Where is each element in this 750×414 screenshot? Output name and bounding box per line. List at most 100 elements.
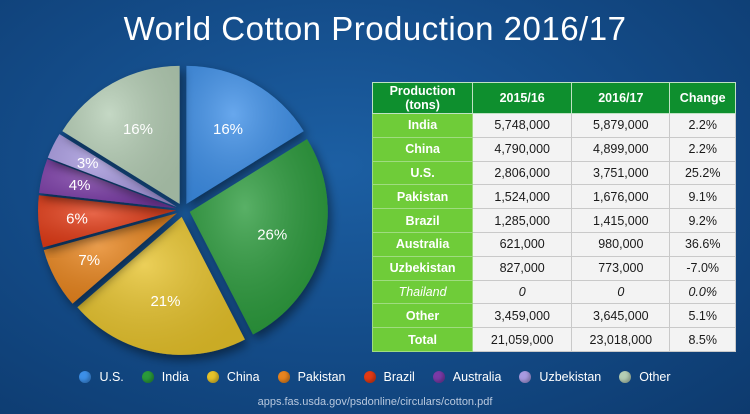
legend: U.S. India China Pakistan Brazil Australia Uzb… — [0, 370, 750, 384]
table-row: Uzbekistan 827,000 773,000 -7.0% — [371, 255, 736, 281]
cell-2016-17: 773,000 — [571, 255, 671, 281]
header-2015-16: 2015/16 — [472, 82, 573, 114]
cell-2015-16: 5,748,000 — [472, 113, 573, 138]
pie-slice-sheen — [43, 213, 177, 304]
cell-change: 0.0% — [669, 279, 736, 305]
cell-country: U.S. — [371, 160, 474, 186]
legend-label: Australia — [452, 370, 502, 384]
legend-label: Other — [639, 370, 671, 384]
production-table: Production (tons) 2015/16 2016/17 Change … — [371, 82, 736, 352]
table-row: China 4,790,000 4,899,000 2.2% — [371, 136, 736, 162]
pie-label-brazil: 6% — [66, 210, 88, 227]
legend-label: Pakistan — [297, 370, 346, 384]
legend-item: Australia — [432, 370, 502, 384]
header-2016-17: 2016/17 — [571, 82, 671, 114]
cell-country: Thailand — [371, 279, 474, 305]
table-row: U.S. 2,806,000 3,751,000 25.2% — [371, 160, 736, 186]
cell-2016-17: 0 — [571, 279, 671, 305]
legend-item: Other — [619, 370, 671, 384]
legend-label: U.S. — [99, 370, 124, 384]
cell-2015-16: 2,806,000 — [472, 160, 573, 186]
pie-slice-sheen — [77, 216, 245, 355]
pie-slice-sheen — [186, 65, 304, 204]
table-row: Other 3,459,000 3,645,000 5.1% — [371, 303, 736, 329]
legend-swatch — [206, 371, 219, 383]
cell-change: 8.5% — [669, 327, 736, 352]
cell-change: 9.2% — [669, 208, 736, 233]
cell-country: Brazil — [371, 208, 474, 233]
cell-change: -7.0% — [669, 255, 736, 281]
cell-country: Pakistan — [371, 184, 474, 210]
cell-country: India — [371, 113, 474, 138]
pie-label-other: 16% — [123, 121, 153, 138]
legend-label: Uzbekistan — [539, 370, 602, 384]
cell-change: 5.1% — [669, 303, 736, 329]
cell-change: 25.2% — [669, 160, 736, 186]
legend-swatch — [79, 371, 92, 383]
legend-swatch — [277, 371, 290, 383]
pie-label-china: 21% — [150, 293, 180, 310]
source-text: apps.fas.usda.gov/psdonline/circulars/co… — [257, 396, 493, 408]
legend-swatch — [432, 371, 445, 383]
cell-2015-16: 3,459,000 — [472, 303, 573, 329]
pie-slice-sheen — [39, 159, 177, 209]
cell-country: Total — [371, 327, 474, 352]
header-change: Change — [669, 82, 736, 114]
cell-change: 2.2% — [669, 136, 736, 162]
cell-change: 9.1% — [669, 184, 736, 210]
pie-label-us: 16% — [213, 121, 243, 138]
legend-item: U.S. — [79, 370, 124, 384]
cell-2016-17: 3,645,000 — [571, 303, 671, 329]
cell-country: Uzbekistan — [371, 255, 474, 281]
legend-item: India — [141, 370, 189, 384]
table-row: Australia 621,000 980,000 36.6% — [371, 231, 736, 257]
legend-label: Brazil — [383, 370, 415, 384]
pie-chart: 16% 26% 21% 7% 6% 4% 3% 16% — [38, 65, 328, 355]
cell-2016-17: 1,676,000 — [571, 184, 671, 210]
legend-swatch — [141, 371, 154, 383]
pie-slice-sheen — [47, 134, 177, 207]
cell-2016-17: 1,415,000 — [571, 208, 671, 233]
cell-2016-17: 23,018,000 — [571, 327, 671, 352]
cell-country: China — [371, 136, 474, 162]
legend-swatch — [363, 371, 376, 383]
table-row: Thailand 0 0 0.0% — [371, 279, 736, 305]
cell-2016-17: 5,879,000 — [571, 113, 671, 138]
pie-slice-sheen — [62, 65, 180, 204]
legend-item: China — [206, 370, 260, 384]
cell-change: 2.2% — [669, 113, 736, 138]
legend-item: Brazil — [363, 370, 415, 384]
cell-2015-16: 0 — [472, 279, 573, 305]
cell-2016-17: 980,000 — [571, 231, 671, 257]
cell-country: Other — [371, 303, 474, 329]
legend-swatch — [619, 371, 632, 383]
cell-2015-16: 4,790,000 — [472, 136, 573, 162]
legend-item: Pakistan — [277, 370, 346, 384]
chart-title: World Cotton Production 2016/17 — [123, 10, 627, 47]
legend-label: India — [161, 370, 189, 384]
table-row: Total 21,059,000 23,018,000 8.5% — [371, 327, 736, 352]
pie-label-pakistan: 7% — [78, 252, 100, 269]
cell-2015-16: 1,524,000 — [472, 184, 573, 210]
pie-label-uzbekistan: 3% — [77, 155, 99, 172]
cell-change: 36.6% — [669, 231, 736, 257]
cell-2015-16: 1,285,000 — [472, 208, 573, 233]
header-production: Production (tons) — [371, 82, 474, 114]
cell-2015-16: 621,000 — [472, 231, 573, 257]
legend-swatch — [519, 371, 532, 383]
pie-slice-sheen — [38, 195, 177, 248]
table-row: Pakistan 1,524,000 1,676,000 9.1% — [371, 184, 736, 210]
legend-label: China — [226, 370, 260, 384]
pie-label-india: 26% — [257, 227, 287, 244]
pie-slice-sheen — [189, 139, 328, 335]
table-row: Brazil 1,285,000 1,415,000 9.2% — [371, 208, 736, 233]
cell-2016-17: 3,751,000 — [571, 160, 671, 186]
cell-country: Australia — [371, 231, 474, 257]
cell-2016-17: 4,899,000 — [571, 136, 671, 162]
table-row: India 5,748,000 5,879,000 2.2% — [371, 113, 736, 138]
cell-2015-16: 21,059,000 — [472, 327, 573, 352]
cell-2015-16: 827,000 — [472, 255, 573, 281]
table-header-row: Production (tons) 2015/16 2016/17 Change — [371, 82, 736, 114]
legend-item: Uzbekistan — [519, 370, 601, 384]
pie-label-australia: 4% — [69, 177, 91, 194]
